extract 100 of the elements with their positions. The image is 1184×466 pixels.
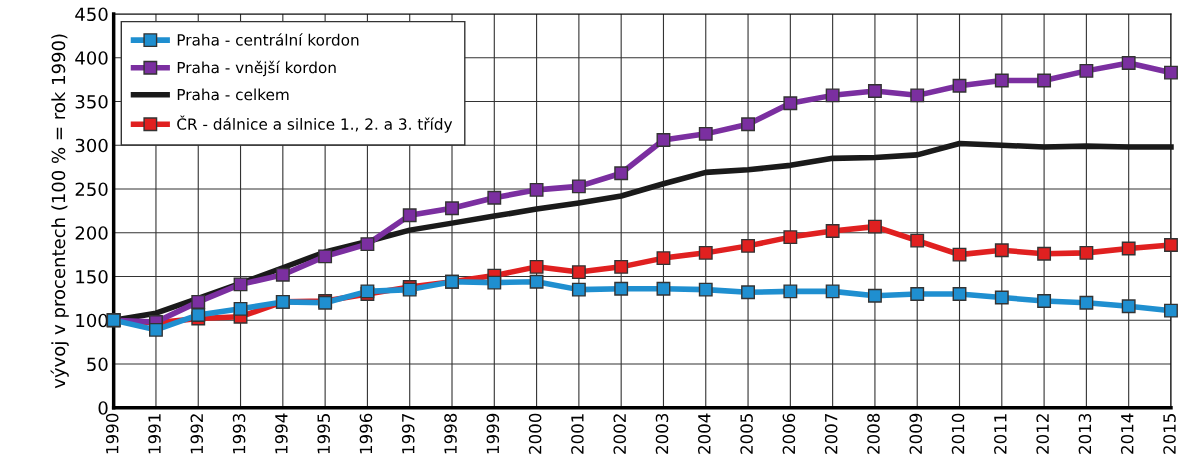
y-tick-label: 100 bbox=[76, 313, 108, 328]
legend-label: Praha - celkem bbox=[177, 88, 289, 101]
point bbox=[191, 308, 206, 322]
point bbox=[994, 243, 1009, 258]
x-tick-label: 1993 bbox=[232, 413, 246, 454]
legend-label: Praha - centrální kordon bbox=[177, 33, 359, 46]
point bbox=[487, 275, 502, 290]
point bbox=[571, 282, 586, 297]
point bbox=[952, 287, 967, 301]
x-tick-label: 2005 bbox=[740, 414, 753, 454]
point bbox=[741, 285, 755, 300]
x-tick-label: 2002 bbox=[613, 414, 627, 454]
point bbox=[910, 233, 925, 248]
point bbox=[656, 281, 671, 296]
x-tick-label: 2001 bbox=[571, 414, 584, 454]
point bbox=[825, 284, 840, 299]
point bbox=[867, 84, 882, 98]
point bbox=[1121, 241, 1136, 256]
point bbox=[910, 88, 925, 103]
x-tick-label: 1990 bbox=[105, 413, 119, 454]
point bbox=[698, 245, 713, 260]
y-tick-label: 150 bbox=[76, 269, 108, 284]
point bbox=[233, 301, 248, 316]
point bbox=[487, 190, 502, 205]
x-tick-label: 1997 bbox=[401, 414, 415, 454]
point bbox=[614, 166, 629, 181]
x-tick-label: 2011 bbox=[994, 414, 1007, 454]
x-tick-label: 1995 bbox=[317, 414, 330, 454]
point bbox=[318, 249, 333, 264]
point bbox=[825, 88, 840, 103]
point bbox=[741, 238, 755, 253]
point bbox=[867, 288, 882, 303]
y-tick-label: 0 bbox=[98, 401, 108, 415]
point bbox=[1164, 303, 1178, 318]
x-tick-label: 1994 bbox=[275, 413, 288, 454]
point bbox=[656, 133, 671, 147]
point bbox=[275, 267, 290, 282]
x-tick-label: 2009 bbox=[909, 413, 923, 454]
x-tick-label: 2003 bbox=[655, 413, 669, 454]
point bbox=[783, 230, 798, 245]
point bbox=[402, 208, 417, 223]
x-tick-label: 2004 bbox=[697, 413, 711, 454]
x-tick-label: 1996 bbox=[359, 413, 373, 454]
x-tick-label: 2007 bbox=[824, 414, 838, 454]
point bbox=[783, 284, 798, 299]
x-tick-label: 2015 bbox=[1163, 414, 1176, 454]
point bbox=[529, 274, 544, 289]
x-tick-label: 1999 bbox=[486, 413, 500, 454]
y-tick-label: 350 bbox=[75, 94, 108, 109]
x-tick-label: 1991 bbox=[148, 414, 161, 454]
point bbox=[1037, 73, 1052, 88]
x-tick-label: 2014 bbox=[1120, 413, 1134, 454]
point bbox=[571, 265, 586, 280]
point bbox=[994, 73, 1009, 88]
x-tick-label: 2008 bbox=[867, 413, 880, 454]
point bbox=[994, 290, 1009, 305]
point bbox=[1037, 294, 1052, 308]
y-axis-title: vývoj v procentech (100 % = rok 1990) bbox=[50, 34, 69, 389]
point bbox=[741, 117, 755, 132]
x-tick-label: 1992 bbox=[190, 414, 204, 454]
y-tick-label: 400 bbox=[75, 51, 108, 65]
point bbox=[698, 282, 713, 297]
point bbox=[1079, 63, 1094, 78]
y-tick-label: 300 bbox=[75, 138, 108, 153]
point bbox=[571, 179, 586, 194]
point bbox=[445, 201, 459, 216]
point bbox=[783, 96, 798, 111]
point bbox=[867, 219, 882, 234]
point bbox=[614, 259, 629, 274]
point bbox=[1079, 295, 1094, 310]
x-tick-label: 2010 bbox=[951, 413, 965, 454]
legend-label: Praha - vnější kordon bbox=[177, 60, 336, 77]
point bbox=[1079, 245, 1094, 260]
point bbox=[529, 259, 544, 274]
point bbox=[149, 322, 163, 337]
x-tick-label: 2006 bbox=[782, 413, 796, 454]
point bbox=[698, 126, 713, 141]
point bbox=[1121, 299, 1136, 314]
y-tick-label: 450 bbox=[75, 7, 108, 22]
point bbox=[614, 281, 629, 296]
point bbox=[233, 277, 248, 292]
x-tick-label: 2012 bbox=[1036, 414, 1049, 454]
point bbox=[1164, 65, 1178, 80]
point bbox=[1164, 238, 1178, 252]
point bbox=[1037, 246, 1052, 261]
point bbox=[910, 287, 925, 301]
point bbox=[825, 224, 840, 238]
y-tick-label: 50 bbox=[87, 357, 108, 372]
y-tick-label: 250 bbox=[75, 182, 108, 197]
x-tick-label: 2013 bbox=[1078, 413, 1092, 454]
y-tick-label: 200 bbox=[75, 226, 108, 240]
point bbox=[952, 247, 967, 262]
x-tick-label: 1998 bbox=[444, 413, 457, 454]
point bbox=[656, 251, 671, 266]
point bbox=[191, 294, 206, 309]
x-tick-label: 2000 bbox=[528, 413, 542, 454]
point bbox=[1121, 56, 1136, 70]
legend-label: ČR - dálnice a silnice 1., 2. a 3. třídy bbox=[177, 115, 453, 133]
point bbox=[952, 78, 967, 93]
point bbox=[529, 182, 544, 197]
